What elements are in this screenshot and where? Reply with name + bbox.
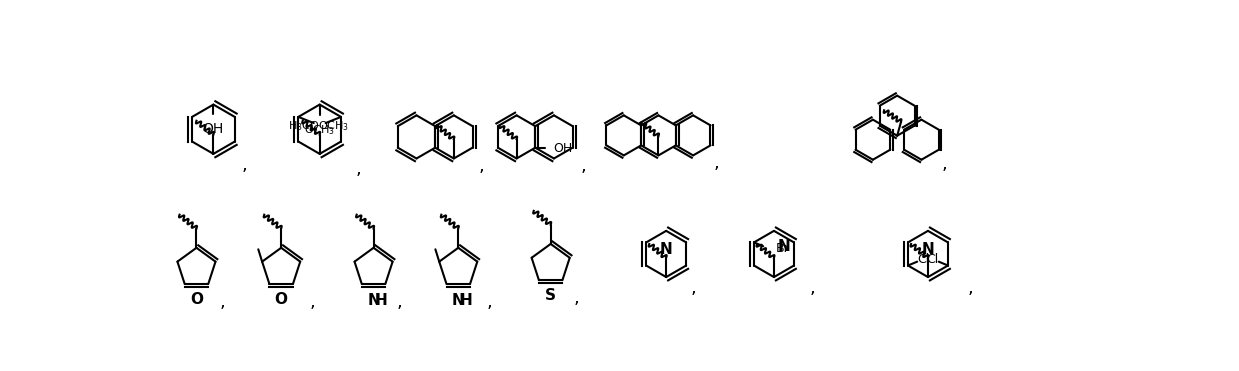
Text: N: N: [452, 293, 465, 308]
Text: Cl: Cl: [917, 253, 929, 266]
Text: OH: OH: [553, 142, 572, 155]
Text: ,: ,: [396, 293, 403, 311]
Text: Cl: Cl: [927, 253, 939, 266]
Text: OCH$_3$: OCH$_3$: [304, 123, 336, 137]
Text: N: N: [922, 242, 934, 257]
Text: S: S: [545, 288, 556, 303]
Text: OH: OH: [202, 122, 223, 135]
Text: ,: ,: [942, 155, 948, 173]
Text: ,: ,: [242, 157, 247, 174]
Text: Br: Br: [776, 242, 789, 255]
Text: O: O: [190, 292, 203, 307]
Text: ,: ,: [356, 160, 361, 178]
Text: ,: ,: [691, 279, 696, 297]
Text: ,: ,: [714, 154, 719, 172]
Text: H: H: [375, 293, 388, 308]
Text: ,: ,: [809, 279, 815, 297]
Text: N: N: [777, 239, 790, 254]
Text: N: N: [367, 293, 380, 308]
Text: ,: ,: [478, 157, 484, 175]
Text: O: O: [275, 292, 287, 307]
Text: ,: ,: [486, 293, 492, 311]
Text: N: N: [660, 242, 673, 257]
Text: H: H: [460, 293, 472, 308]
Text: ,: ,: [309, 293, 315, 311]
Text: ,: ,: [574, 289, 580, 307]
Text: ,: ,: [219, 293, 225, 311]
Text: ,: ,: [968, 279, 973, 297]
Text: ,: ,: [580, 157, 586, 175]
Text: H$_3$CO: H$_3$CO: [289, 119, 320, 133]
Text: OCH$_3$: OCH$_3$: [318, 119, 349, 133]
